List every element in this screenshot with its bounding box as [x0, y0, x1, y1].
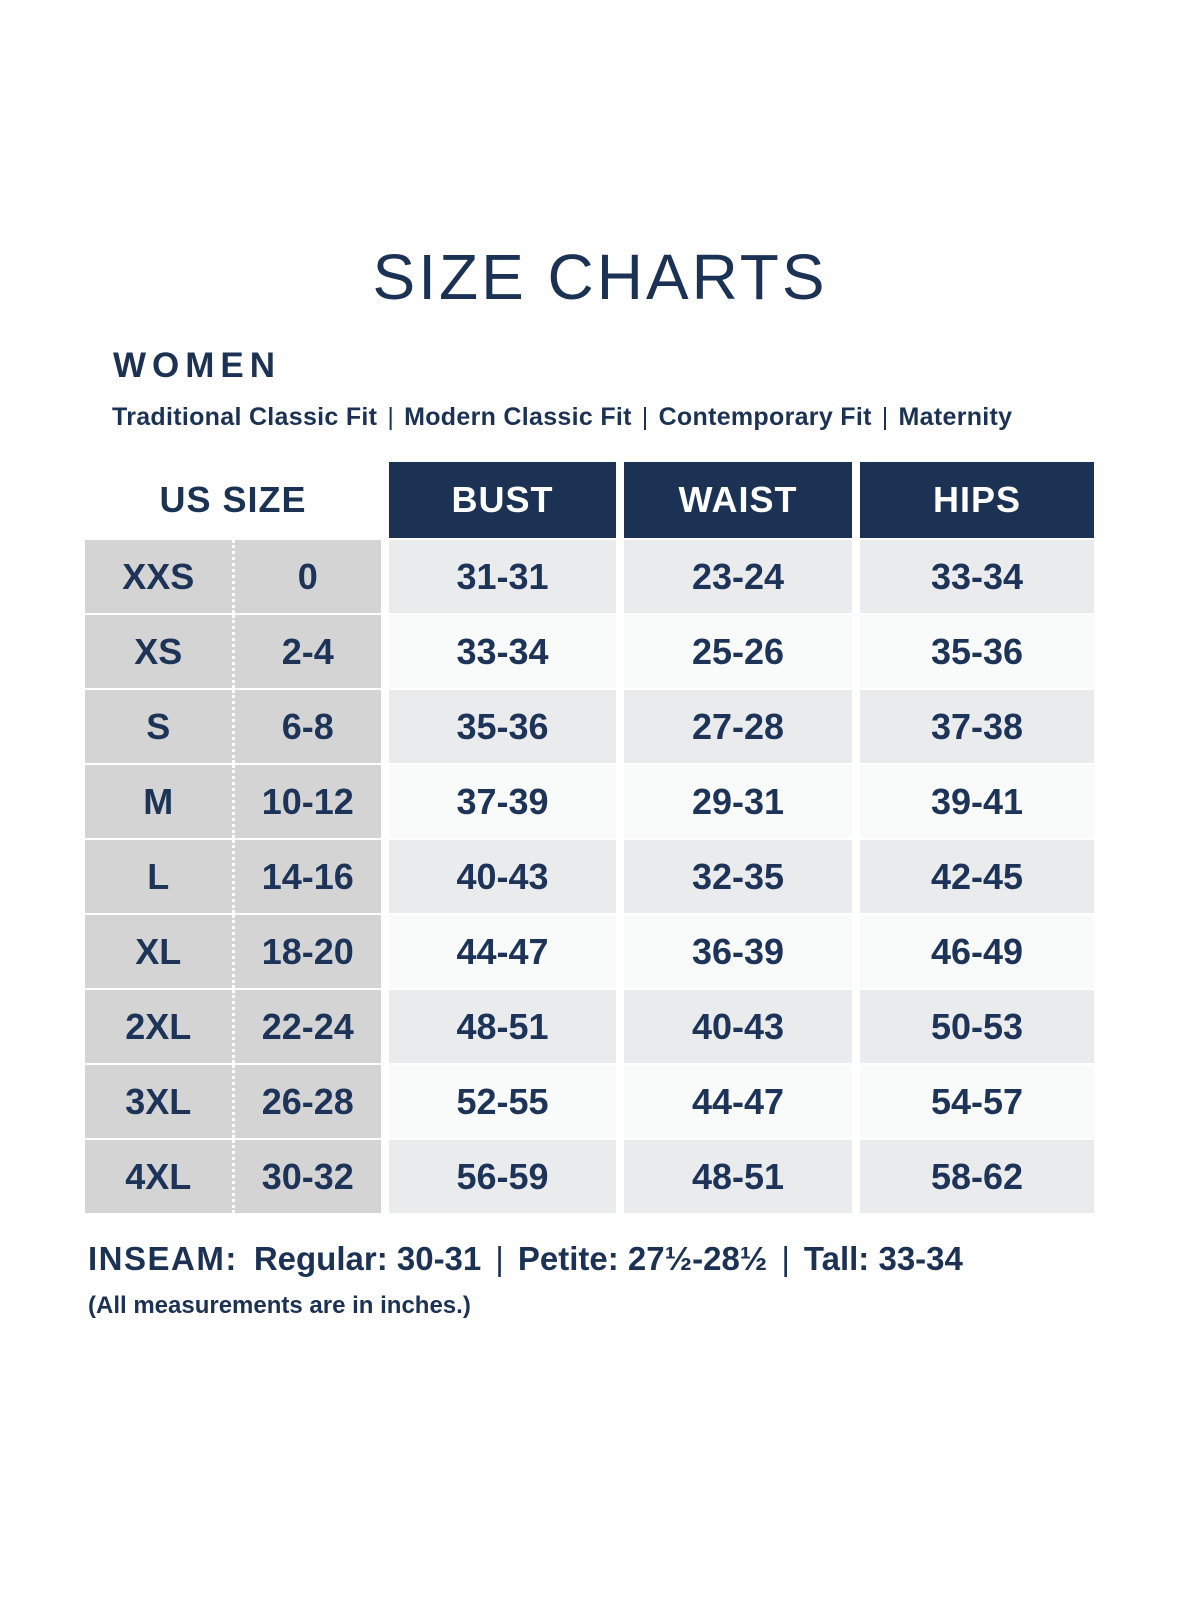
bust-value: 44-47	[389, 915, 616, 988]
table-row: L 14-16 40-43 32-35 42-45	[85, 840, 1095, 913]
us-size-cell: S 6-8	[85, 690, 381, 763]
us-size-cell: M 10-12	[85, 765, 381, 838]
bust-value: 56-59	[389, 1140, 616, 1213]
table-body: XXS 0 31-31 23-24 33-34 XS 2-4 33-34 25-…	[85, 540, 1095, 1213]
page-title: SIZE CHARTS	[372, 241, 828, 313]
fit-option-separator: |	[387, 403, 395, 431]
bust-value: 31-31	[389, 540, 616, 613]
us-size-cell: 2XL 22-24	[85, 990, 381, 1063]
waist-value: 48-51	[624, 1140, 852, 1213]
waist-value: 44-47	[624, 1065, 852, 1138]
size-letter-value: XL	[135, 930, 182, 972]
inseam-info-line: INSEAM: Regular: 30-31 | Petite: 27½-28½ | Ta…	[88, 1240, 963, 1278]
bust-value: 35-36	[389, 690, 616, 763]
waist-column-header: WAIST	[624, 462, 852, 538]
hips-value: 33-34	[860, 540, 1094, 613]
size-letter-value: 2XL	[125, 1005, 192, 1047]
bust-value: 52-55	[389, 1065, 616, 1138]
table-row: 3XL 26-28 52-55 44-47 54-57	[85, 1065, 1095, 1138]
table-row: M 10-12 37-39 29-31 39-41	[85, 765, 1095, 838]
us-size-cell: XS 2-4	[85, 615, 381, 688]
size-number-value: 30-32	[231, 1140, 382, 1213]
table-row: XXS 0 31-31 23-24 33-34	[85, 540, 1095, 613]
hips-value: 37-38	[860, 690, 1094, 763]
size-letter-value: 3XL	[125, 1080, 192, 1122]
hips-value: 46-49	[860, 915, 1094, 988]
hips-value: 35-36	[860, 615, 1094, 688]
size-number-value: 0	[231, 540, 382, 613]
us-size-cell: 3XL 26-28	[85, 1065, 381, 1138]
table-row: XS 2-4 33-34 25-26 35-36	[85, 615, 1095, 688]
women-section-heading: WOMEN	[113, 346, 282, 385]
us-size-cell: L 14-16	[85, 840, 381, 913]
fit-option: Traditional Classic Fit	[112, 403, 378, 431]
us-size-cell: XXS 0	[85, 540, 381, 613]
waist-value: 27-28	[624, 690, 852, 763]
waist-value: 23-24	[624, 540, 852, 613]
size-letter-value: 4XL	[125, 1155, 192, 1197]
fit-options-line: Traditional Classic Fit | Modern Classic F…	[112, 403, 1012, 432]
table-row: 4XL 30-32 56-59 48-51 58-62	[85, 1140, 1095, 1213]
bust-column-header: BUST	[389, 462, 616, 538]
measurements-note: (All measurements are in inches.)	[88, 1292, 471, 1319]
size-letter-value: M	[143, 780, 174, 822]
hips-column-header: HIPS	[860, 462, 1094, 538]
size-number-value: 6-8	[231, 690, 382, 763]
hips-value: 39-41	[860, 765, 1094, 838]
table-header-row: US SIZE BUST WAIST HIPS	[85, 462, 1095, 538]
size-number-value: 22-24	[231, 990, 382, 1063]
size-number-value: 2-4	[231, 615, 382, 688]
size-number-value: 14-16	[231, 840, 382, 913]
hips-value: 50-53	[860, 990, 1094, 1063]
size-number-value: 18-20	[231, 915, 382, 988]
fit-option-separator: |	[641, 403, 649, 431]
bust-value: 40-43	[389, 840, 616, 913]
waist-value: 40-43	[624, 990, 852, 1063]
waist-value: 29-31	[624, 765, 852, 838]
waist-value: 25-26	[624, 615, 852, 688]
table-row: S 6-8 35-36 27-28 37-38	[85, 690, 1095, 763]
fit-option-separator: |	[881, 403, 889, 431]
bust-value: 33-34	[389, 615, 616, 688]
inseam-separator: |	[495, 1240, 504, 1277]
fit-option: Maternity	[898, 403, 1013, 431]
us-size-cell: XL 18-20	[85, 915, 381, 988]
inseam-item: Tall: 33-34	[803, 1240, 963, 1277]
us-size-column-header: US SIZE	[159, 479, 307, 520]
size-letter-value: L	[147, 855, 170, 897]
size-number-value: 26-28	[231, 1065, 382, 1138]
size-letter-value: XXS	[122, 555, 195, 597]
inseam-item: Regular: 30-31	[253, 1240, 482, 1277]
size-letter-value: S	[146, 705, 171, 747]
fit-option: Contemporary Fit	[658, 403, 872, 431]
inseam-label: INSEAM:	[88, 1240, 238, 1277]
table-row: 2XL 22-24 48-51 40-43 50-53	[85, 990, 1095, 1063]
inseam-item: Petite: 27½-28½	[517, 1240, 768, 1277]
fit-option: Modern Classic Fit	[404, 403, 632, 431]
size-number-value: 10-12	[231, 765, 382, 838]
waist-value: 36-39	[624, 915, 852, 988]
table-row: XL 18-20 44-47 36-39 46-49	[85, 915, 1095, 988]
women-size-table: US SIZE BUST WAIST HIPS XXS 0 31-31 23-2…	[85, 462, 1095, 1215]
waist-value: 32-35	[624, 840, 852, 913]
bust-value: 48-51	[389, 990, 616, 1063]
size-letter-value: XS	[134, 630, 183, 672]
hips-value: 54-57	[860, 1065, 1094, 1138]
bust-value: 37-39	[389, 765, 616, 838]
hips-value: 42-45	[860, 840, 1094, 913]
inseam-separator: |	[781, 1240, 790, 1277]
hips-value: 58-62	[860, 1140, 1094, 1213]
us-size-cell: 4XL 30-32	[85, 1140, 381, 1213]
